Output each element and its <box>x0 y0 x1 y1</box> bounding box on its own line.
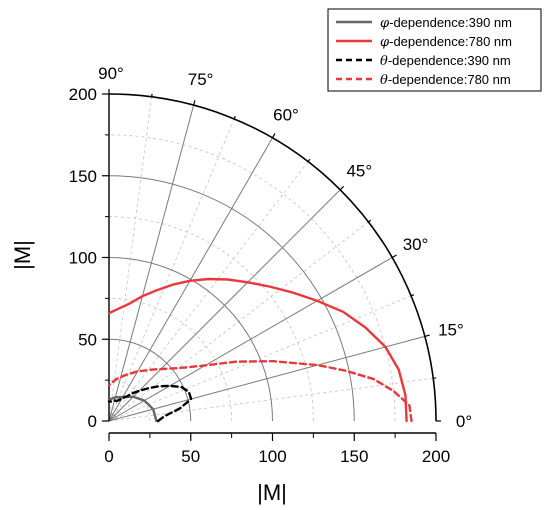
angle-tick-label: 0° <box>456 412 472 431</box>
angle-tick-label: 45° <box>346 162 372 181</box>
legend-entry-4: θ-dependence:780 nm <box>380 72 511 88</box>
major-radial-gridline <box>108 105 195 422</box>
legend-label: -dependence:390 nm <box>389 15 512 30</box>
outer-arc <box>108 93 437 422</box>
series-line-1 <box>107 395 158 423</box>
grid-layer <box>108 96 434 422</box>
series-line-3 <box>107 384 193 423</box>
angle-tick-mark <box>233 115 236 120</box>
x-tick-label: 50 <box>181 447 200 466</box>
x-tick-label: 0 <box>104 447 113 466</box>
series-line-4 <box>107 360 413 423</box>
major-radial-gridline <box>108 335 425 422</box>
x-tick-label: 150 <box>340 447 368 466</box>
y-axis-title: |M| <box>10 240 35 270</box>
legend-entry-1: φ-dependence:390 nm <box>380 15 512 31</box>
x-tick-label: 100 <box>258 447 286 466</box>
legend-label: -dependence:390 nm <box>388 53 511 68</box>
legend-symbol: θ <box>380 54 388 69</box>
angle-tick-mark <box>410 294 415 297</box>
angle-tick-label: 75° <box>188 70 214 89</box>
y-tick-label: 50 <box>78 330 97 349</box>
legend-entry-2: φ-dependence:780 nm <box>380 34 512 50</box>
legend-label: -dependence:780 nm <box>389 34 512 49</box>
series-line-2 <box>107 277 408 423</box>
angle-tick-mark <box>193 100 196 106</box>
labels-layer: 0 50 100 150 200 0 50 100 150 200 0° 15° 30° 45° 60° 75… <box>69 64 473 466</box>
major-radial-gridline <box>108 189 341 422</box>
x-tick-label: 200 <box>422 447 450 466</box>
angle-tick-mark <box>307 158 311 162</box>
angle-tick-label: 60° <box>273 105 299 124</box>
angle-tick-label: 30° <box>403 235 429 254</box>
y-tick-label: 200 <box>69 85 97 104</box>
legend-label: -dependence:780 nm <box>388 72 511 87</box>
y-tick-label: 0 <box>88 412 97 431</box>
y-tick-label: 150 <box>69 167 97 186</box>
major-radial-gridline <box>108 137 273 422</box>
angle-tick-mark <box>368 219 372 223</box>
axes-layer <box>102 89 441 441</box>
y-tick-label: 100 <box>69 249 97 268</box>
series-layer <box>107 277 413 423</box>
legend: φ-dependence:390 nmφ-dependence:780 nmθ-… <box>327 8 542 92</box>
angle-tick-label: 90° <box>98 64 124 83</box>
x-axis-title: |M| <box>257 480 287 505</box>
angle-tick-mark <box>424 334 430 337</box>
legend-symbol: θ <box>380 73 388 88</box>
angle-tick-mark <box>391 254 397 259</box>
major-radial-gridline <box>108 257 393 422</box>
angle-tick-mark <box>271 133 276 139</box>
angle-tick-label: 15° <box>438 320 464 339</box>
angle-tick-mark <box>339 185 345 191</box>
legend-entry-3: θ-dependence:390 nm <box>380 53 511 69</box>
legend-symbol: φ <box>380 35 390 50</box>
legend-symbol: φ <box>380 16 390 31</box>
